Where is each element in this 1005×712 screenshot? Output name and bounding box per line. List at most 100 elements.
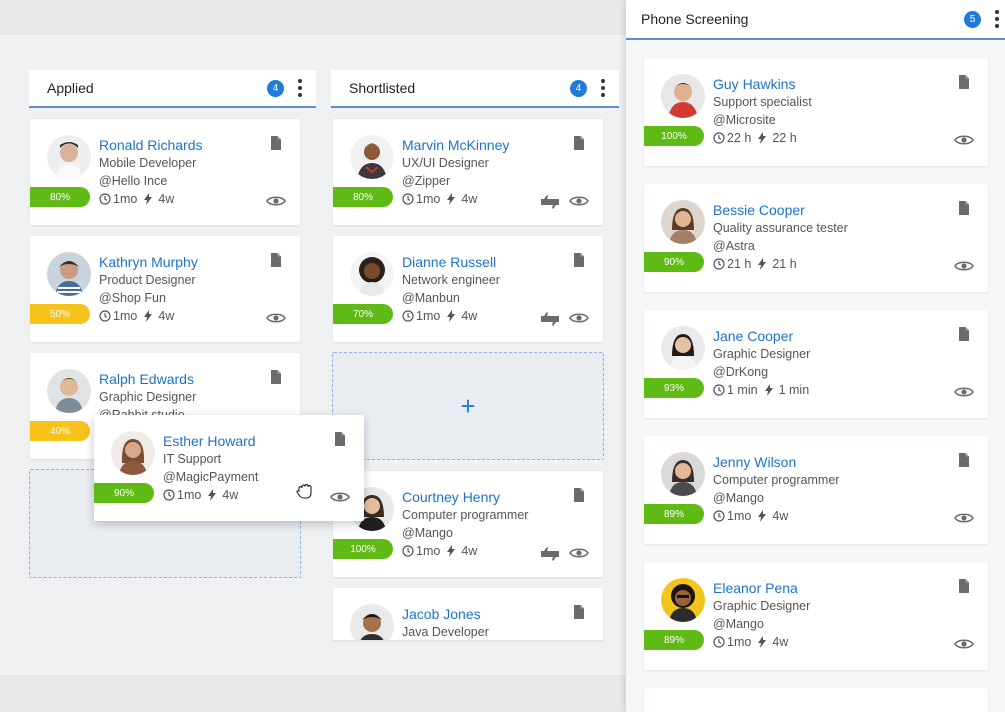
document-icon[interactable] <box>573 488 585 502</box>
card-meta: 1mo 4w <box>402 309 477 323</box>
candidate-card[interactable]: 89% Jenny Wilson Computer programmer @Ma… <box>644 436 988 544</box>
eye-icon[interactable] <box>569 195 589 207</box>
candidate-card[interactable]: 70% Dianne Russell Network engineer @Man… <box>333 236 603 342</box>
eye-icon[interactable] <box>954 386 974 398</box>
match-score: 50% <box>30 304 90 324</box>
candidate-role: Quality assurance tester <box>713 221 848 235</box>
document-icon[interactable] <box>573 136 585 150</box>
candidate-card[interactable]: Jacob Jones Java Developer <box>333 588 603 640</box>
clock-icon <box>402 193 414 205</box>
candidate-name[interactable]: Jane Cooper <box>713 328 794 344</box>
column-applied: Applied 4 <box>29 70 316 590</box>
candidate-name[interactable]: Jacob Jones <box>402 606 481 622</box>
document-icon[interactable] <box>958 579 970 593</box>
thumbs-icon[interactable] <box>540 547 560 561</box>
candidate-name[interactable]: Ronald Richards <box>99 137 203 153</box>
candidate-card[interactable]: 90% Bessie Cooper Quality assurance test… <box>644 184 988 292</box>
document-icon[interactable] <box>573 605 585 619</box>
avatar <box>47 252 91 296</box>
thumbs-icon[interactable] <box>540 312 560 326</box>
card-meta: 1mo 4w <box>99 309 174 323</box>
candidate-card[interactable]: 100% Guy Hawkins Support specialist @Mic… <box>644 58 988 166</box>
candidate-role: Network engineer <box>402 273 500 287</box>
card-meta: 1mo 4w <box>163 488 238 502</box>
eye-icon[interactable] <box>954 638 974 650</box>
kebab-menu-icon[interactable] <box>601 79 605 97</box>
candidate-card[interactable]: 93% Jane Cooper Graphic Designer @DrKong… <box>644 310 988 418</box>
document-icon[interactable] <box>270 253 282 267</box>
candidate-card[interactable] <box>644 688 988 712</box>
clock-icon <box>713 258 725 270</box>
time-in-stage: 1 min <box>727 383 758 397</box>
bolt-icon <box>208 489 216 501</box>
clock-icon <box>402 545 414 557</box>
candidate-role: Computer programmer <box>713 473 840 487</box>
column-shortlisted: Shortlisted 4 <box>331 70 619 640</box>
column-title: Applied <box>47 80 94 96</box>
document-icon[interactable] <box>958 75 970 89</box>
document-icon[interactable] <box>573 253 585 267</box>
thumbs-icon[interactable] <box>540 195 560 209</box>
match-score: 40% <box>30 421 90 441</box>
match-score: 90% <box>644 252 704 272</box>
time-in-stage: 1mo <box>113 309 138 323</box>
kebab-menu-icon[interactable] <box>298 79 302 97</box>
match-score: 80% <box>333 187 393 207</box>
candidate-name[interactable]: Esther Howard <box>163 433 256 449</box>
time-in-stage: 1mo <box>727 509 752 523</box>
candidate-card[interactable]: 50% Kathryn Murphy Product Designer @Sho… <box>30 236 300 342</box>
candidate-company: @Astra <box>713 239 755 253</box>
kebab-menu-icon[interactable] <box>995 10 999 28</box>
eye-icon[interactable] <box>569 312 589 324</box>
document-icon[interactable] <box>958 453 970 467</box>
eye-icon[interactable] <box>266 312 286 324</box>
candidate-name[interactable]: Dianne Russell <box>402 254 497 270</box>
candidate-name[interactable]: Kathryn Murphy <box>99 254 198 270</box>
candidate-card[interactable]: 80% Ronald Richards Mobile Developer @He… <box>30 119 300 225</box>
column-title: Shortlisted <box>349 80 416 96</box>
document-icon[interactable] <box>270 370 282 384</box>
card-meta: 1mo 4w <box>402 192 477 206</box>
clock-icon <box>99 310 111 322</box>
document-icon[interactable] <box>958 327 970 341</box>
time-in-stage: 22 h <box>727 131 752 145</box>
document-icon[interactable] <box>958 201 970 215</box>
match-score: 93% <box>644 378 704 398</box>
document-icon[interactable] <box>270 136 282 150</box>
candidate-name[interactable]: Guy Hawkins <box>713 76 796 92</box>
plus-icon[interactable]: + <box>460 391 476 421</box>
card-meta: 1mo 4w <box>402 544 477 558</box>
candidate-card[interactable]: 89% Eleanor Pena Graphic Designer @Mango… <box>644 562 988 670</box>
document-icon[interactable] <box>334 432 346 446</box>
match-score: 89% <box>644 630 704 650</box>
clock-icon <box>713 510 725 522</box>
candidate-card[interactable]: 80% Marvin McKinney UX/UI Designer @Zipp… <box>333 119 603 225</box>
bolt-icon <box>758 258 766 270</box>
avatar <box>661 326 705 370</box>
eye-icon[interactable] <box>266 195 286 207</box>
candidate-name[interactable]: Courtney Henry <box>402 489 501 505</box>
count-badge: 5 <box>964 10 981 28</box>
candidate-name[interactable]: Jenny Wilson <box>713 454 797 470</box>
eye-icon[interactable] <box>954 134 974 146</box>
candidate-name[interactable]: Eleanor Pena <box>713 580 798 596</box>
time-in-stage: 1mo <box>727 635 752 649</box>
dragged-candidate-card[interactable]: 90% Esther Howard IT Support @MagicPayme… <box>94 415 364 521</box>
drop-zone[interactable]: + <box>332 352 604 460</box>
time-active: 4w <box>158 309 175 323</box>
eye-icon[interactable] <box>569 547 589 559</box>
avatar <box>350 135 394 179</box>
candidate-company: @Mango <box>713 491 764 505</box>
eye-icon[interactable] <box>330 491 350 503</box>
eye-icon[interactable] <box>954 260 974 272</box>
bolt-icon <box>144 310 152 322</box>
candidate-role: Support specialist <box>713 95 812 109</box>
avatar <box>661 452 705 496</box>
candidate-name[interactable]: Marvin McKinney <box>402 137 510 153</box>
candidate-card[interactable]: 100% Courtney Henry Computer programmer … <box>333 471 603 577</box>
bolt-icon <box>144 193 152 205</box>
candidate-name[interactable]: Bessie Cooper <box>713 202 805 218</box>
candidate-name[interactable]: Ralph Edwards <box>99 371 194 387</box>
avatar <box>661 74 705 118</box>
eye-icon[interactable] <box>954 512 974 524</box>
